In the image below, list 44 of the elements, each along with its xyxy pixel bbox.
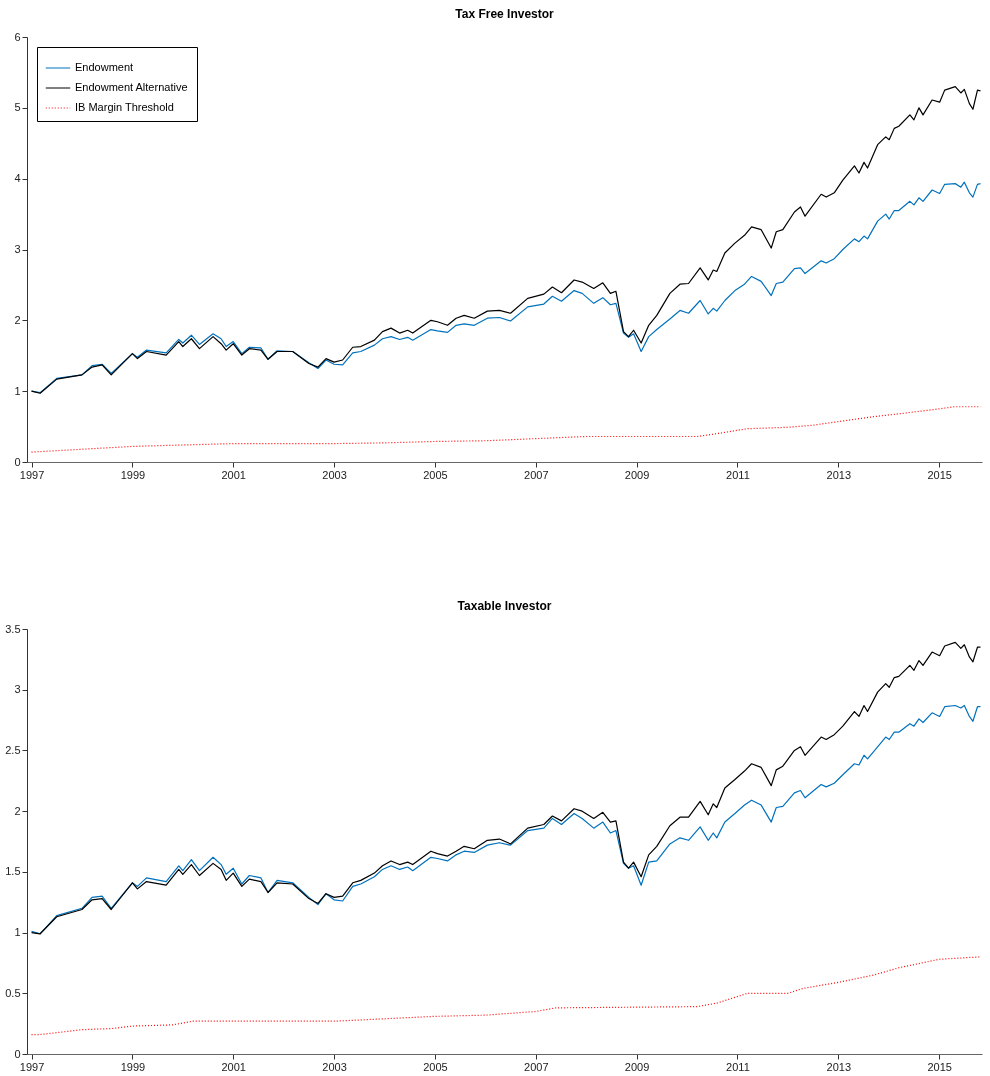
y-tick-label: 2	[14, 313, 21, 326]
x-tick-label: 2003	[322, 468, 347, 481]
line-series	[30, 956, 982, 1036]
x-tick-label: 2005	[423, 468, 448, 481]
legend-label: Endowment Alternative	[75, 81, 188, 93]
y-tick-label: 3	[14, 243, 21, 255]
y-tick-label: 0	[14, 1047, 21, 1060]
y-tick-label: 1.5	[5, 865, 21, 878]
x-tick-label: 2001	[221, 1060, 246, 1073]
line-series	[30, 641, 982, 935]
x-tick-label: 2005	[423, 1060, 448, 1073]
x-tick-label: 2015	[927, 468, 952, 481]
y-tick-label: 4	[14, 172, 21, 185]
x-tick-label: 2007	[524, 468, 549, 481]
x-tick-label: 2013	[826, 468, 852, 481]
y-tick-label: 0.5	[5, 986, 21, 999]
x-tick-label: 2007	[524, 1060, 549, 1073]
x-tick-label: 2009	[624, 468, 650, 481]
line-series	[30, 704, 982, 935]
x-tick-label: 2009	[624, 1060, 650, 1073]
y-tick-label: 0	[14, 455, 21, 468]
y-tick-label: 1	[14, 926, 21, 939]
y-tick-label: 3	[14, 683, 21, 696]
y-tick-label: 1	[14, 384, 21, 397]
y-tick-label: 2	[14, 804, 21, 817]
y-tick-label: 3.5	[5, 622, 21, 635]
x-tick-label: 2015	[927, 1060, 952, 1073]
line-series	[30, 85, 982, 394]
chart-title: Tax Free Investor	[455, 7, 555, 21]
x-tick-label: 1999	[120, 468, 146, 481]
x-tick-label: 2013	[826, 1060, 852, 1073]
y-tick-label: 5	[14, 101, 21, 114]
x-tick-label: 1997	[19, 468, 45, 481]
chart-title: Taxable Investor	[457, 599, 552, 613]
y-tick-label: 6	[14, 30, 21, 43]
x-tick-label: 2011	[726, 1060, 750, 1073]
legend-label: Endowment	[75, 61, 134, 73]
x-tick-label: 1997	[19, 1060, 45, 1073]
x-tick-label: 2001	[221, 468, 246, 481]
legend-label: IB Margin Threshold	[75, 101, 174, 113]
x-tick-label: 2011	[726, 468, 750, 481]
x-tick-label: 2003	[322, 1060, 347, 1073]
y-tick-label: 2.5	[5, 743, 21, 756]
x-tick-label: 1999	[120, 1060, 146, 1073]
